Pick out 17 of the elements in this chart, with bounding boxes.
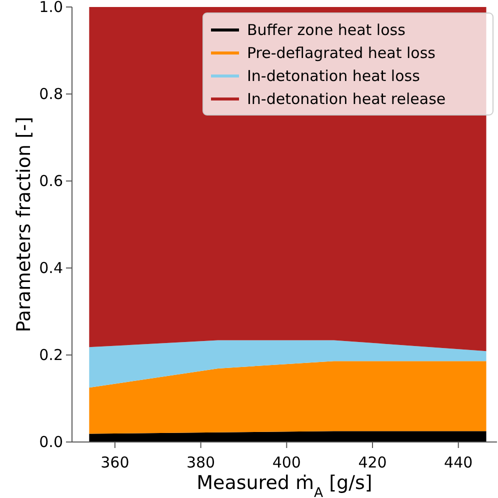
y-tick-label: 0.0 bbox=[39, 432, 63, 451]
x-tick-label: 380 bbox=[186, 454, 216, 472]
y-tick-label: 1.0 bbox=[39, 0, 63, 16]
y-tick-label: 0.6 bbox=[39, 172, 63, 190]
x-tick-label: 420 bbox=[358, 454, 387, 472]
legend-label: Pre-deflagrated heat loss bbox=[247, 44, 436, 62]
x-tick-label: 360 bbox=[100, 454, 130, 472]
x-tick-label: 400 bbox=[272, 454, 301, 472]
legend-label: Buffer zone heat loss bbox=[247, 21, 406, 39]
y-axis-title: Parameters fraction [-] bbox=[13, 116, 35, 332]
legend-label: In-detonation heat loss bbox=[247, 67, 420, 85]
y-tick-label: 0.4 bbox=[39, 258, 63, 277]
y-tick-label: 0.2 bbox=[39, 346, 63, 364]
legend-label: In-detonation heat release bbox=[247, 90, 446, 108]
x-axis-title: Measured ṁ$_{A}$ [g/s] bbox=[196, 472, 372, 498]
y-tick-label: 0.8 bbox=[39, 84, 63, 103]
x-tick-label: 440 bbox=[444, 454, 473, 472]
